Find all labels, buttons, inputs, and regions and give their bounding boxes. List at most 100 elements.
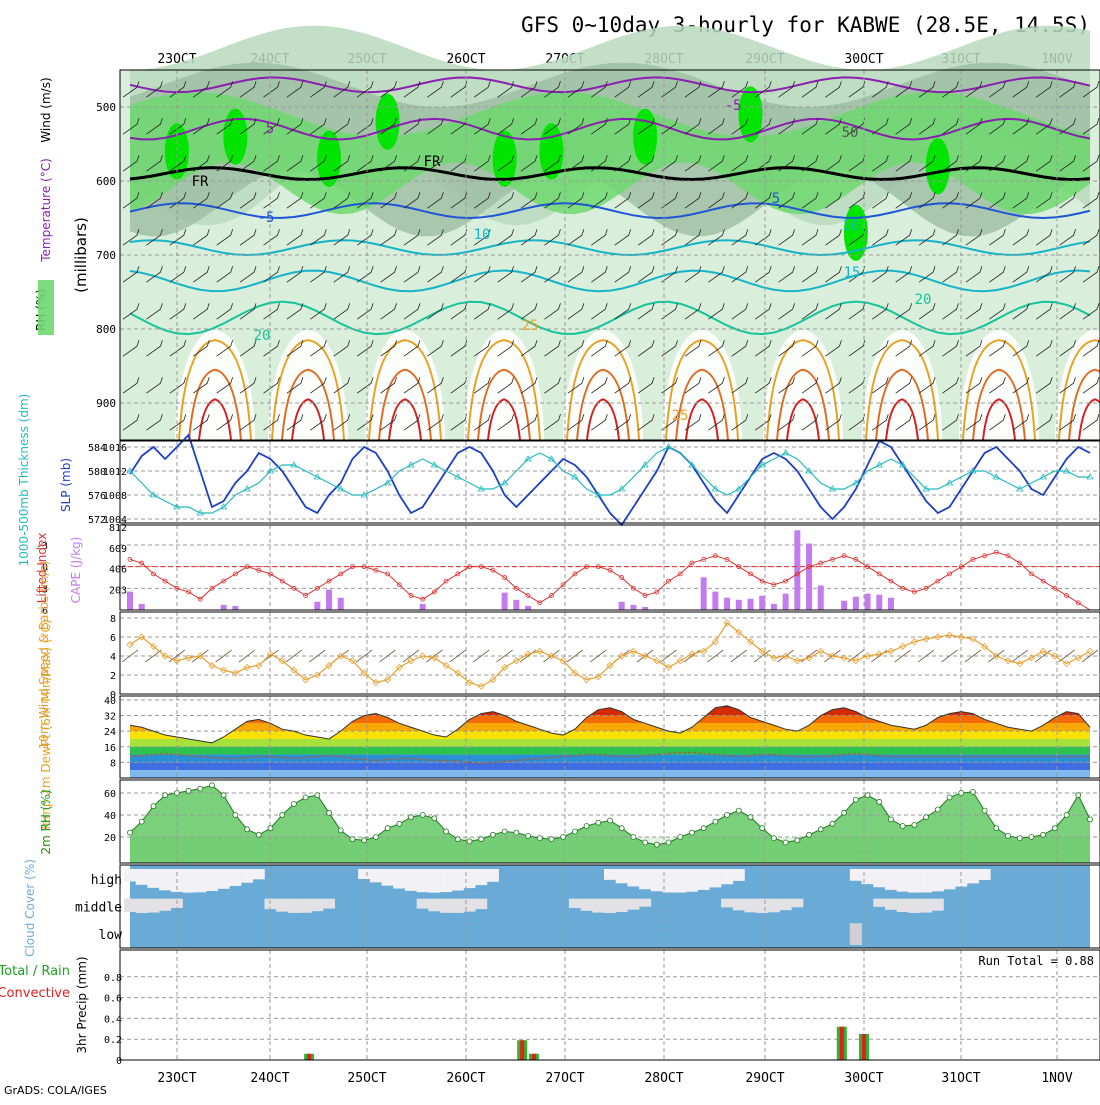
wind-barb	[122, 303, 140, 320]
rh-marker	[841, 809, 848, 816]
wind-marker	[489, 676, 497, 684]
high-cloud-cell	[241, 869, 254, 883]
wind-barb	[872, 340, 889, 357]
high-cloud-cell	[369, 869, 382, 883]
wind-barb	[263, 155, 280, 172]
li-marker	[186, 589, 191, 595]
contour-label: 15	[844, 265, 861, 281]
legend-total-rain: Total / Rain	[0, 964, 70, 979]
li-marker	[490, 567, 496, 573]
rh-marker	[209, 782, 215, 789]
isotherm-30	[776, 368, 830, 441]
wind-marker	[1027, 654, 1036, 662]
date-tick-bottom: 27OCT	[545, 1071, 584, 1086]
wind-barb	[427, 377, 444, 394]
thickness-marker	[781, 449, 790, 456]
wind-barb	[216, 303, 234, 320]
rh-marker	[981, 807, 988, 814]
high-cloud-cell	[849, 869, 862, 881]
middle-cloud-cell	[908, 898, 921, 914]
wind-barb	[567, 377, 585, 394]
wind-barb	[216, 81, 234, 98]
wind-barb	[989, 155, 1006, 172]
wind-barb	[661, 266, 678, 283]
li-marker	[712, 553, 718, 559]
wind-barb	[333, 229, 351, 246]
wind-barb	[286, 414, 304, 431]
high-cloud-cell	[229, 869, 242, 886]
wind-barb	[380, 155, 397, 172]
li-marker	[385, 571, 390, 577]
cape-tick: 406	[109, 565, 127, 576]
cape-bar	[513, 599, 520, 610]
li-tick: 0	[42, 563, 48, 574]
isotherm-35	[885, 398, 919, 441]
high-cloud-cell	[428, 869, 441, 893]
isotherm-25	[962, 339, 1036, 441]
temperature-tick: 16	[104, 743, 116, 754]
date-tick-bottom: 30OCT	[844, 1071, 883, 1086]
wind-barb	[731, 266, 749, 283]
wind-barb	[380, 340, 397, 357]
thickness-marker	[266, 467, 275, 474]
wind-barb	[146, 155, 163, 172]
wind-barb	[1012, 340, 1030, 357]
isotherm-minus10	[129, 76, 1091, 94]
cloud-level-label: high	[91, 873, 122, 888]
surface-wind-barb	[309, 649, 326, 663]
wind-marker	[969, 635, 977, 643]
rh-marker	[946, 794, 953, 801]
wind-barb	[520, 303, 538, 320]
wind-marker	[407, 657, 415, 665]
contour-label: 5	[772, 191, 780, 207]
wind-marker	[922, 635, 930, 643]
rh-marker	[829, 820, 836, 827]
wind-marker	[559, 657, 567, 665]
middle-cloud-cell	[287, 898, 300, 913]
li-marker	[654, 589, 660, 595]
li-marker	[396, 582, 402, 588]
wind-barb	[497, 340, 515, 357]
wind-barb	[895, 118, 913, 135]
wind-label: Wind (m/s)	[39, 77, 53, 142]
rh-marker	[162, 792, 169, 799]
middle-cloud-cell	[721, 898, 734, 908]
wind-barb	[216, 192, 234, 209]
thickness-marker	[992, 473, 1001, 480]
wind-marker	[828, 652, 837, 660]
wind-marker	[184, 654, 193, 662]
thickness-marker	[758, 461, 766, 468]
high-cloud-cell	[639, 869, 652, 890]
wind-barb	[544, 118, 561, 135]
wind-marker	[957, 633, 965, 641]
wind-barb	[333, 266, 351, 283]
wind-barb	[403, 81, 421, 98]
precip-convective-bar	[839, 1026, 844, 1060]
wind-barb	[427, 266, 444, 283]
wind-barb	[778, 81, 795, 98]
wind-barb	[591, 155, 608, 172]
wind-barb	[731, 229, 749, 246]
date-tick-bottom: 25OCT	[347, 1071, 386, 1086]
rh-marker	[817, 826, 824, 833]
wind-marker	[337, 652, 345, 660]
wind-barb	[895, 303, 913, 320]
high-cloud-cell	[416, 869, 429, 893]
contour-label: FR	[192, 174, 209, 190]
isotherm-25	[1058, 339, 1100, 441]
rh-marker	[197, 785, 204, 792]
thickness-marker	[219, 503, 228, 510]
li-marker	[619, 575, 625, 580]
high-cloud-cell	[393, 869, 406, 889]
surface-wind-barb	[894, 649, 911, 663]
cape-bar	[841, 600, 848, 610]
wind-barb	[333, 118, 351, 135]
wind-barb	[473, 340, 491, 357]
li-marker	[794, 571, 800, 577]
wind-marker	[231, 669, 239, 677]
wind-barb	[356, 266, 374, 283]
wind-marker	[887, 647, 895, 655]
high-cloud-cell	[861, 869, 874, 885]
wind-barb	[310, 229, 327, 246]
high-cloud-cell	[697, 869, 710, 890]
